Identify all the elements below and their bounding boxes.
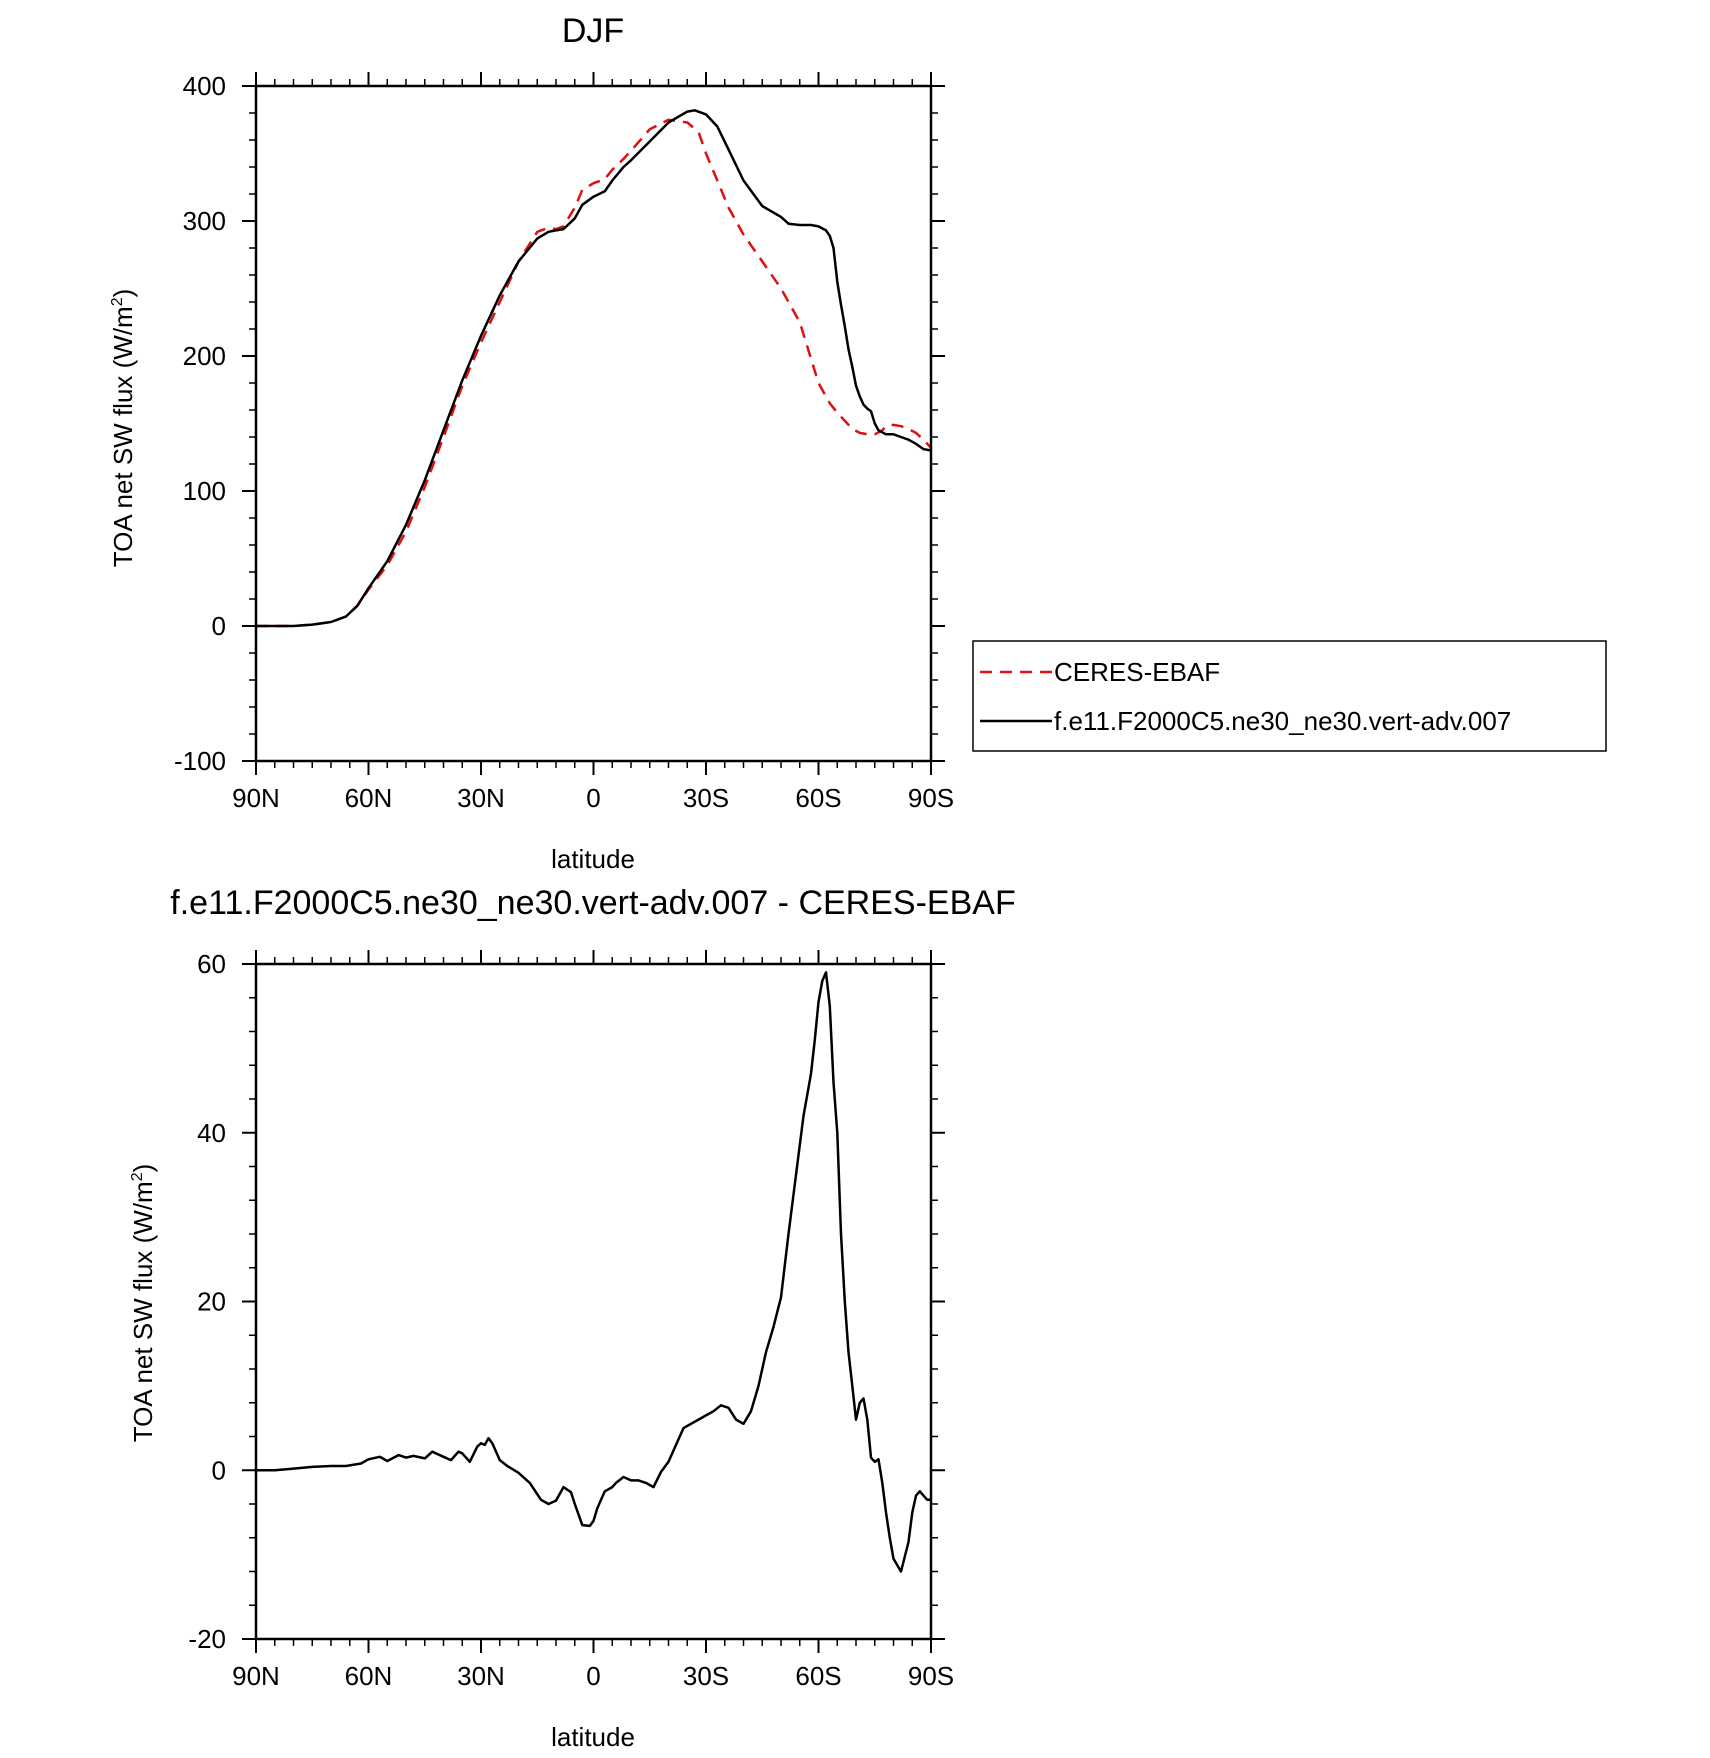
top-y-tick-label: 100 [183, 476, 226, 506]
bottom-x-tick-label: 30S [683, 1661, 729, 1691]
bottom-y-tick-label: 40 [197, 1118, 226, 1148]
top-y-tick-label: -100 [174, 746, 226, 776]
top-x-axis-label: latitude [551, 844, 635, 874]
bottom-x-axis-label: latitude [551, 1722, 635, 1752]
top-x-tick-label: 30N [457, 783, 505, 813]
top-x-tick-label: 90S [908, 783, 954, 813]
bottom-x-tick-label: 60S [795, 1661, 841, 1691]
top-axis-ticks [242, 72, 945, 775]
top-x-tick-label: 90N [232, 783, 280, 813]
top-plot-frame [254, 84, 933, 763]
bottom-y-tick-label: -20 [188, 1624, 226, 1654]
top-chart-title: DJF [562, 12, 624, 50]
bottom-x-tick-label: 90N [232, 1661, 280, 1691]
top-x-tick-label: 0 [586, 783, 600, 813]
bottom-series-group [256, 971, 931, 1573]
top-series-line-0 [256, 118, 932, 628]
top-x-tick-label: 60S [795, 783, 841, 813]
top-y-tick-label: 300 [183, 206, 226, 236]
bottom-axis-ticks [242, 950, 945, 1653]
top-y-axis-label: TOA net SW flux (W/m2) [108, 289, 138, 568]
bottom-y-tick-label: 60 [197, 949, 226, 979]
bottom-tick-labels: 90N 60N 30N 0 30S 60S 90S -20 0 20 40 60 [188, 949, 954, 1691]
legend-box [972, 640, 1607, 752]
bottom-x-tick-label: 90S [908, 1661, 954, 1691]
bottom-series-line-0 [256, 971, 931, 1573]
bottom-x-tick-label: 30N [457, 1661, 505, 1691]
svg-text:TOA net SW flux (W/m2): TOA net SW flux (W/m2) [108, 289, 138, 568]
bottom-x-tick-label: 60N [345, 1661, 393, 1691]
svg-text:TOA net SW flux (W/m2): TOA net SW flux (W/m2) [128, 1164, 158, 1443]
top-tick-labels: 90N 60N 30N 0 30S 60S 90S -100 0 100 200 300 400 [174, 71, 954, 813]
top-y-tick-label: 200 [183, 341, 226, 371]
top-y-tick-label: 0 [212, 611, 226, 641]
bottom-plot-frame [254, 962, 933, 1641]
bottom-x-tick-label: 0 [586, 1661, 600, 1691]
top-series-group [256, 109, 932, 628]
legend-label-model: f.e11.F2000C5.ne30_ne30.vert-adv.007 [1054, 706, 1511, 736]
top-series-line-1 [256, 109, 932, 628]
top-y-tick-label: 400 [183, 71, 226, 101]
top-x-tick-label: 30S [683, 783, 729, 813]
top-panel: DJF TOA net SW flux (W/m2) latitude 90N 6… [108, 12, 1607, 874]
bottom-y-tick-label: 20 [197, 1287, 226, 1317]
bottom-panel: f.e11.F2000C5.ne30_ne30.vert-adv.007 - C… [128, 884, 1016, 1752]
bottom-y-tick-label: 0 [212, 1455, 226, 1485]
bottom-chart-title: f.e11.F2000C5.ne30_ne30.vert-adv.007 - C… [170, 884, 1015, 922]
legend: CERES-EBAF f.e11.F2000C5.ne30_ne30.vert-… [972, 640, 1607, 752]
bottom-y-axis-label: TOA net SW flux (W/m2) [128, 1164, 158, 1443]
legend-label-ceres: CERES-EBAF [1054, 657, 1220, 687]
top-x-tick-label: 60N [345, 783, 393, 813]
